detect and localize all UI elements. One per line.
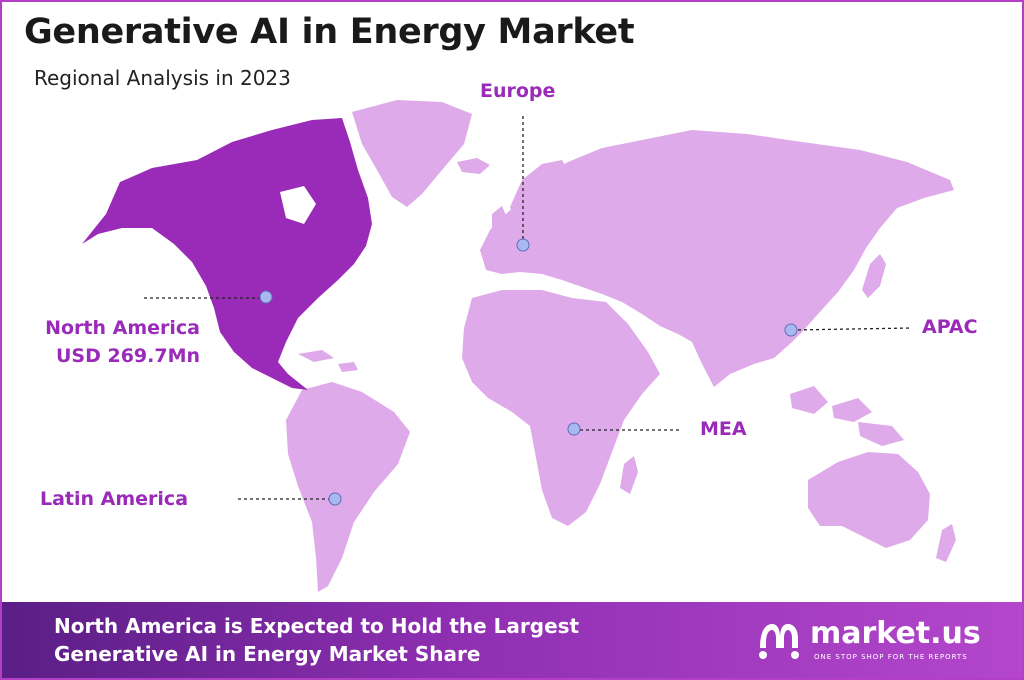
british-isles-shape [492, 206, 508, 234]
north-america-marker [259, 290, 273, 304]
greenland-shape [352, 100, 472, 207]
latin-america-marker [328, 492, 342, 506]
mea-marker [567, 422, 581, 436]
label-mea: MEA [700, 418, 747, 440]
eurasia-shape [480, 130, 954, 387]
caribbean-shape [298, 350, 358, 372]
australia-shape [808, 452, 930, 548]
new-zealand-shape [936, 524, 956, 562]
label-europe: Europe [480, 80, 556, 102]
brand-logo-icon [759, 624, 799, 659]
hudson-bay-shape [280, 186, 316, 224]
north-america-shape [82, 118, 372, 390]
brand-tagline: ONE STOP SHOP FOR THE REPORTS [814, 653, 968, 661]
label-apac: APAC [922, 316, 978, 338]
brand-name: market.us [810, 616, 981, 651]
footer-line-2: Generative AI in Energy Market Share [54, 642, 481, 666]
japan-shape [862, 254, 886, 298]
label-north-america: North America USD 269.7Mn [10, 314, 200, 370]
iceland-shape [457, 158, 490, 174]
africa-shape [462, 290, 660, 526]
page-title: Generative AI in Energy Market [24, 12, 635, 52]
label-north-america-name: North America [45, 317, 200, 339]
apac-connector [791, 327, 913, 331]
madagascar-shape [620, 456, 638, 494]
apac-marker [784, 323, 798, 337]
footer-message: North America is Expected to Hold the La… [54, 612, 579, 668]
footer-line-1: North America is Expected to Hold the La… [54, 614, 580, 638]
south-america-shape [286, 382, 410, 592]
footer-banner: North America is Expected to Hold the La… [2, 602, 1022, 678]
page-subtitle: Regional Analysis in 2023 [34, 66, 291, 90]
europe-marker [516, 238, 530, 252]
southeast-asia-shape [790, 386, 904, 446]
scandinavia-shape [510, 160, 570, 224]
label-latin-america: Latin America [40, 488, 189, 510]
label-north-america-value: USD 269.7Mn [55, 345, 200, 367]
brand-block: market.us ONE STOP SHOP FOR THE REPORTS [756, 616, 996, 666]
